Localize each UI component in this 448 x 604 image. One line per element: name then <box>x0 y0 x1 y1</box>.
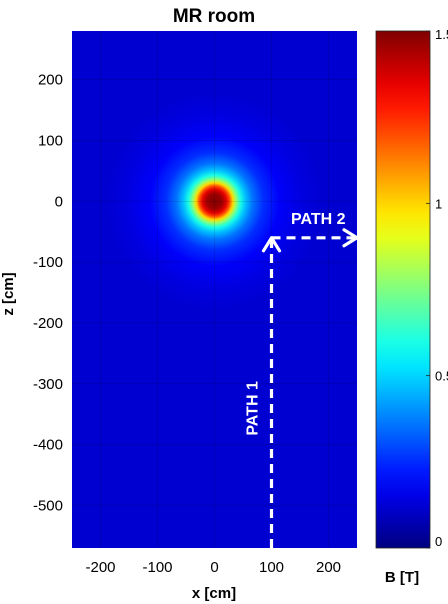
x-tick-label: 0 <box>210 559 218 576</box>
x-tick-label: 100 <box>259 559 284 576</box>
y-tick-label: -300 <box>33 376 63 393</box>
path-2-label: PATH 2 <box>291 211 346 228</box>
x-axis-label: x [cm] <box>192 585 236 602</box>
x-tick-label: 200 <box>316 559 341 576</box>
grid-lines <box>72 31 357 548</box>
colorbar-tick-label: 0.5 <box>435 369 448 384</box>
y-tick-label: -200 <box>33 315 63 332</box>
paths-layer: PATH 1 PATH 2 <box>245 211 359 548</box>
y-axis-label: z [cm] <box>0 272 17 315</box>
chart-title: MR room <box>173 6 255 27</box>
path-1-label: PATH 1 <box>245 381 262 436</box>
y-tick-label: 0 <box>55 193 63 210</box>
colorbar-label: B [T] <box>385 569 419 586</box>
x-axis-ticks: -200 -100 0 100 200 <box>85 559 341 576</box>
colorbar-scale <box>375 30 431 549</box>
field-heatmap <box>72 31 357 548</box>
x-tick-label: -200 <box>85 559 115 576</box>
y-tick-label: -500 <box>33 497 63 514</box>
plot-area: PATH 1 PATH 2 <box>72 31 359 548</box>
y-tick-label: 200 <box>38 72 63 89</box>
x-tick-label: -100 <box>142 559 172 576</box>
y-tick-label: -100 <box>33 254 63 271</box>
colorbar-tick-label: 1.5 <box>435 27 448 42</box>
y-tick-label: -400 <box>33 437 63 454</box>
y-tick-label: 100 <box>38 132 63 149</box>
colorbar-tick-label: 0 <box>435 534 442 549</box>
y-axis-ticks: 200 100 0 -100 -200 -300 -400 -500 <box>33 72 63 515</box>
path-2-arrowhead <box>342 228 359 248</box>
colorbar-ticks: 0 0.5 1 1.5 <box>426 27 448 549</box>
colorbar-tick-label: 1 <box>435 196 442 211</box>
colorbar: 0 0.5 1 1.5 <box>375 27 448 549</box>
